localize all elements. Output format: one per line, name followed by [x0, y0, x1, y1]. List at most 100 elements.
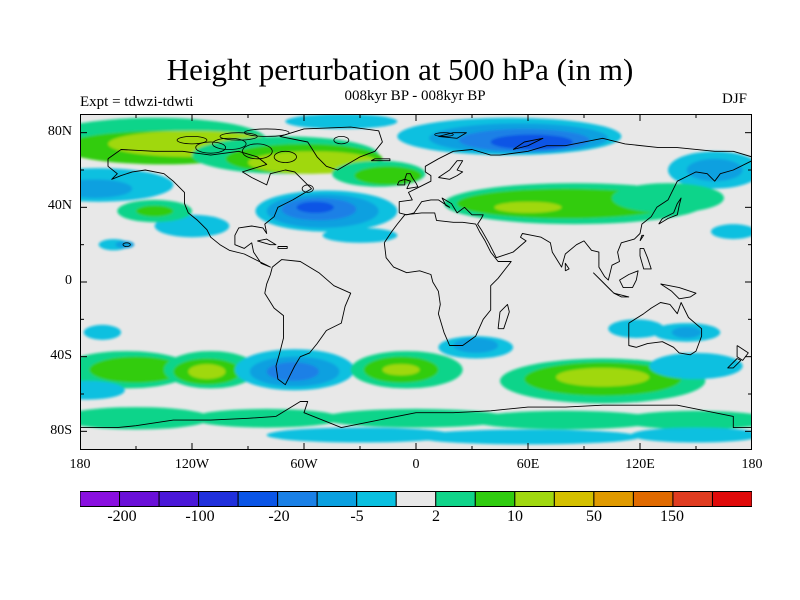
coastline [370, 158, 391, 162]
island [301, 184, 314, 193]
coastline [398, 137, 752, 281]
anomaly-patch [285, 114, 398, 129]
coastline [639, 234, 645, 242]
colorbar-box [474, 491, 516, 507]
colorbar-box [356, 491, 397, 507]
coastline [438, 132, 467, 139]
coastline [279, 126, 383, 171]
coastline [512, 137, 544, 150]
colorbar-label-150: 150 [660, 508, 684, 525]
colorbar-label-10: 10 [507, 508, 523, 525]
plot-subtitle: 008kyr BP - 008kyr BP [344, 88, 486, 104]
season-label: DJF [722, 91, 748, 107]
coastline [264, 259, 352, 386]
anomaly-patch [490, 134, 573, 150]
colorbar-box [198, 491, 239, 507]
anomaly-patch [192, 408, 342, 428]
coastlines [80, 126, 752, 429]
anomaly-patch [649, 352, 743, 380]
lon-label-180e: 180 [741, 457, 763, 472]
anomaly-patch [89, 356, 183, 383]
colorbar-label-minus20: -20 [268, 508, 290, 525]
colorbar-box [395, 491, 437, 507]
anomaly-patch [630, 427, 752, 443]
coastline [396, 178, 406, 186]
experiment-label: Expt = tdwzi-tdwti [80, 94, 194, 110]
lon-label-120e: 120E [625, 457, 655, 472]
colorbar-box [553, 491, 595, 507]
colorbar-box [514, 491, 555, 507]
colorbar-box [632, 491, 674, 507]
colorbar [80, 491, 752, 507]
coastline [736, 345, 749, 361]
coastline [383, 212, 512, 346]
anomaly-patch [382, 364, 420, 376]
anomaly-patch [322, 227, 398, 243]
anomaly-patch [710, 224, 752, 240]
island [243, 128, 290, 137]
anomaly-patch [671, 326, 702, 338]
island [122, 242, 131, 247]
anomaly-patch [80, 179, 133, 198]
anomaly-patch [266, 362, 319, 381]
coastline [727, 358, 742, 369]
colorbar-box [316, 491, 358, 507]
colorbar-box [593, 491, 634, 507]
lon-label-60e: 60E [516, 457, 540, 472]
lat-label-0: 0 [65, 273, 72, 288]
coastline [107, 149, 312, 268]
anomaly-patch [494, 201, 562, 213]
coastline [658, 197, 682, 225]
anomaly-patch [80, 407, 211, 430]
coastline [438, 160, 464, 180]
colorbar-box [435, 491, 476, 507]
anomaly-patch [188, 364, 226, 380]
colorbar-label-minus200: -200 [107, 508, 137, 525]
colorbar-box [80, 491, 121, 507]
colorbar-label-50: 50 [586, 508, 602, 525]
lat-label-80n: 80N [47, 124, 72, 139]
anomaly-patch [556, 367, 650, 387]
anomaly-patch [83, 324, 122, 340]
colorbar-label-2: 2 [432, 508, 440, 525]
colorbar-box [158, 491, 200, 507]
coastline [639, 247, 652, 270]
coastline [628, 302, 703, 356]
colorbar-label-minus100: -100 [185, 508, 215, 525]
anomaly-patch [296, 201, 334, 213]
coastline [497, 303, 510, 330]
island [176, 135, 208, 145]
anomaly-patch [416, 429, 640, 445]
island [195, 141, 227, 154]
island [434, 132, 454, 137]
coastline [277, 246, 288, 249]
map-ticks [80, 114, 752, 450]
island [241, 143, 273, 160]
colorbar-label-minus5: -5 [350, 508, 364, 525]
anomaly-patch [80, 380, 125, 400]
lat-label-40n: 40N [47, 198, 72, 213]
colorbar-box [237, 491, 279, 507]
anomaly-patch [472, 410, 659, 430]
coastline [613, 292, 630, 298]
colorbar-box [119, 491, 160, 507]
anomaly-patch [136, 205, 174, 217]
coastline [619, 270, 639, 289]
anomaly-patch [115, 240, 135, 249]
colorbar-box [277, 491, 318, 507]
lon-label-60w: 60W [290, 457, 318, 472]
island [273, 150, 297, 163]
anomaly-patch [266, 427, 454, 443]
anomaly-patch [453, 338, 499, 353]
coastline [592, 272, 615, 294]
plot-title: Height perturbation at 500 hPa (in m) [166, 52, 634, 87]
coastline [80, 401, 752, 429]
lon-label-0: 0 [412, 457, 420, 472]
lat-label-80s: 80S [50, 423, 72, 438]
anomaly-patch [621, 410, 752, 430]
anomaly-patch [322, 408, 510, 428]
colorbar-box [711, 491, 752, 507]
height-perturbation-map [80, 114, 752, 450]
lon-label-120w: 120W [174, 457, 210, 472]
coastline [660, 283, 697, 300]
